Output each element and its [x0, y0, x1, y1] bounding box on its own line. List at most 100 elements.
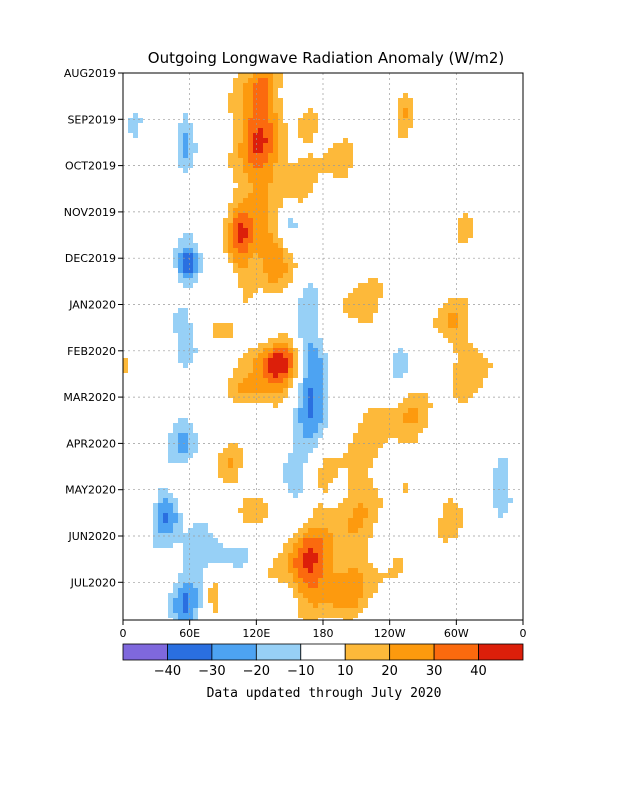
anomaly-cell [388, 418, 393, 423]
anomaly-cell [233, 218, 238, 223]
anomaly-cell [258, 213, 263, 218]
anomaly-cell [293, 573, 298, 578]
anomaly-cell [248, 168, 253, 173]
anomaly-cell [468, 358, 473, 363]
anomaly-cell [378, 408, 383, 413]
anomaly-cell [258, 278, 263, 283]
anomaly-cell [303, 553, 308, 558]
anomaly-cell [398, 123, 403, 128]
anomaly-cell [283, 548, 288, 553]
anomaly-cell [233, 223, 238, 228]
anomaly-cell [323, 533, 328, 538]
anomaly-cell [158, 508, 163, 513]
anomaly-cell [413, 393, 418, 398]
anomaly-cell [308, 573, 313, 578]
anomaly-cell [358, 583, 363, 588]
anomaly-cell [278, 573, 283, 578]
anomaly-cell [338, 168, 343, 173]
anomaly-cell [338, 603, 343, 608]
anomaly-cell [298, 318, 303, 323]
anomaly-cell [413, 403, 418, 408]
anomaly-cell [213, 538, 218, 543]
anomaly-cell [363, 558, 368, 563]
anomaly-cell [193, 348, 198, 353]
anomaly-cell [273, 73, 278, 78]
anomaly-cell [263, 383, 268, 388]
anomaly-cell [268, 193, 273, 198]
anomaly-cell [268, 343, 273, 348]
anomaly-cell [358, 568, 363, 573]
anomaly-cell [293, 468, 298, 473]
anomaly-cell [303, 343, 308, 348]
anomaly-cell [273, 268, 278, 273]
anomaly-cell [393, 373, 398, 378]
anomaly-cell [453, 313, 458, 318]
anomaly-cell [438, 528, 443, 533]
anomaly-cell [348, 548, 353, 553]
anomaly-cell [308, 418, 313, 423]
anomaly-cell [248, 498, 253, 503]
anomaly-cell [463, 308, 468, 313]
anomaly-cell [303, 338, 308, 343]
anomaly-cell [233, 168, 238, 173]
anomaly-cell [343, 503, 348, 508]
anomaly-cell [348, 618, 353, 620]
colorbar-label: 30 [426, 664, 443, 679]
anomaly-cell [283, 253, 288, 258]
anomaly-cell [398, 433, 403, 438]
anomaly-cell [238, 268, 243, 273]
anomaly-cell [258, 133, 263, 138]
anomaly-cell [178, 588, 183, 593]
anomaly-cell [313, 333, 318, 338]
anomaly-cell [273, 193, 278, 198]
anomaly-cell [248, 373, 253, 378]
anomaly-cell [498, 493, 503, 498]
anomaly-cell [323, 543, 328, 548]
anomaly-cell [353, 473, 358, 478]
anomaly-cell [303, 613, 308, 618]
anomaly-cell [328, 548, 333, 553]
anomaly-cell [308, 608, 313, 613]
anomaly-cell [383, 423, 388, 428]
anomaly-cell [293, 543, 298, 548]
anomaly-cell [323, 168, 328, 173]
anomaly-cell [313, 328, 318, 333]
anomaly-cell [348, 473, 353, 478]
anomaly-cell [228, 478, 233, 483]
anomaly-cell [243, 223, 248, 228]
anomaly-cell [268, 73, 273, 78]
colorbar-label: −20 [243, 664, 270, 679]
anomaly-cell [383, 418, 388, 423]
anomaly-cell [158, 488, 163, 493]
anomaly-cell [223, 333, 228, 338]
anomaly-cell [298, 408, 303, 413]
anomaly-cell [308, 158, 313, 163]
anomaly-cell [208, 598, 213, 603]
anomaly-cell [358, 458, 363, 463]
anomaly-cell [298, 118, 303, 123]
anomaly-cell [313, 178, 318, 183]
anomaly-cell [273, 388, 278, 393]
anomaly-cell [373, 588, 378, 593]
anomaly-cell [293, 183, 298, 188]
anomaly-cell [243, 173, 248, 178]
anomaly-cell [183, 603, 188, 608]
anomaly-cell [503, 503, 508, 508]
anomaly-cell [333, 528, 338, 533]
anomaly-cell [283, 378, 288, 383]
anomaly-cell [263, 88, 268, 93]
anomaly-cell [343, 453, 348, 458]
anomaly-cell [283, 463, 288, 468]
anomaly-cell [203, 548, 208, 553]
anomaly-cell [153, 508, 158, 513]
anomaly-cell [138, 118, 143, 123]
anomaly-cell [133, 113, 138, 118]
anomaly-cell [263, 118, 268, 123]
anomaly-cell [423, 423, 428, 428]
anomaly-cell [168, 543, 173, 548]
anomaly-cell [408, 413, 413, 418]
anomaly-cell [158, 518, 163, 523]
anomaly-cell [308, 438, 313, 443]
anomaly-cell [123, 368, 128, 373]
anomaly-cell [198, 593, 203, 598]
